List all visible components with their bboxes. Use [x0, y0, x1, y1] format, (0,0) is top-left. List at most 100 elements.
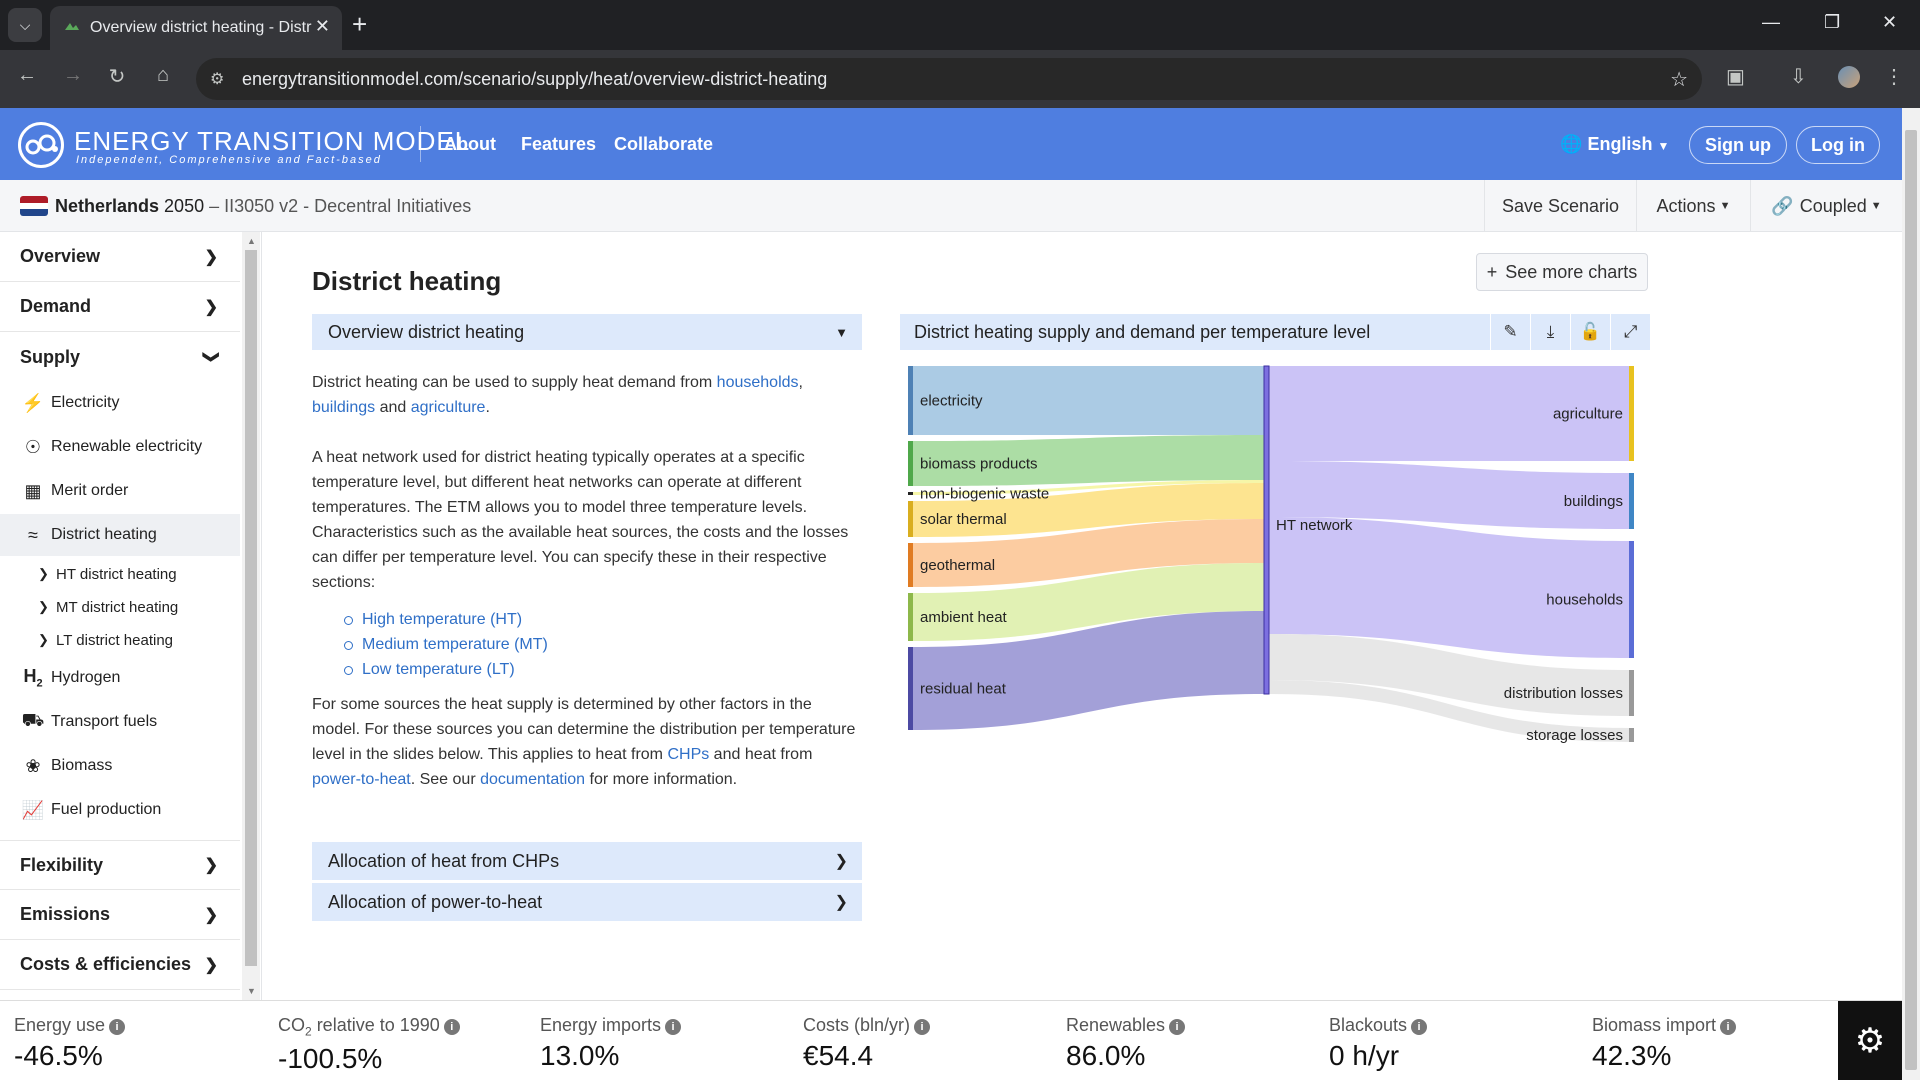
- sankey-node-geothermal: [908, 543, 913, 587]
- signup-button[interactable]: Sign up: [1689, 126, 1787, 164]
- forward-icon[interactable]: →: [63, 64, 83, 86]
- home-icon[interactable]: ⌂: [156, 64, 170, 86]
- sidebar-item-fuel-production[interactable]: 📈 Fuel production: [0, 789, 240, 831]
- sidebar-item-merit-order[interactable]: ▦ Merit order: [0, 470, 240, 512]
- logo-subtitle: Independent, Comprehensive and Fact-base…: [76, 154, 382, 166]
- kpi-label: Costs (bln/yr) i: [803, 1015, 931, 1036]
- sidebar-item-supply[interactable]: Supply ❯: [0, 332, 240, 382]
- download-icon[interactable]: ⇩: [1790, 66, 1807, 88]
- bookmark-star-icon[interactable]: ☆: [1670, 69, 1688, 91]
- sankey-label: residual heat: [920, 681, 1007, 698]
- address-bar[interactable]: ⚙ energytransitionmodel.com/scenario/sup…: [196, 58, 1702, 100]
- tab-close-icon[interactable]: ✕: [314, 16, 330, 36]
- site-info-icon[interactable]: ⚙: [210, 71, 225, 88]
- accordion-power-to-heat-allocation[interactable]: Allocation of power-to-heat ❯: [312, 883, 862, 921]
- unlock-icon[interactable]: 🔓: [1570, 314, 1610, 350]
- reload-icon[interactable]: ↻: [108, 66, 126, 88]
- link-chps[interactable]: CHPs: [667, 746, 710, 763]
- link-agriculture[interactable]: agriculture: [410, 399, 486, 416]
- extensions-icon[interactable]: ▣: [1726, 66, 1745, 88]
- kpi-0[interactable]: Energy use i -46.5%: [14, 1015, 126, 1072]
- sidebar-item-flexibility[interactable]: Flexibility ❯: [0, 840, 240, 890]
- link-documentation[interactable]: documentation: [480, 771, 586, 788]
- language-selector[interactable]: 🌐 English ▼: [1560, 134, 1669, 155]
- save-scenario-button[interactable]: Save Scenario: [1484, 180, 1636, 232]
- kpi-6[interactable]: Biomass import i 42.3%: [1592, 1015, 1737, 1072]
- logo-title[interactable]: ENERGY TRANSITION MODEL: [74, 126, 471, 156]
- menu-kebab-icon[interactable]: ⋮: [1884, 66, 1904, 88]
- sidebar-item-electricity[interactable]: ⚡ Electricity: [0, 382, 240, 424]
- kpi-3[interactable]: Costs (bln/yr) i €54.4: [803, 1015, 931, 1072]
- kpi-2[interactable]: Energy imports i 13.0%: [540, 1015, 682, 1072]
- main-content: District heating + See more charts Overv…: [262, 232, 1902, 1000]
- sidebar-item-biomass[interactable]: ❀ Biomass: [0, 745, 240, 787]
- login-button[interactable]: Log in: [1796, 126, 1880, 164]
- url-text[interactable]: energytransitionmodel.com/scenario/suppl…: [242, 69, 828, 89]
- nav-features[interactable]: Features: [521, 134, 597, 154]
- sidebar-item-renewable-electricity[interactable]: ☉ Renewable electricity: [0, 426, 240, 468]
- info-icon[interactable]: i: [665, 1019, 682, 1035]
- page-scrollbar-thumb[interactable]: [1905, 130, 1917, 1070]
- new-tab-icon[interactable]: +: [352, 9, 368, 39]
- sidebar-scrollbar[interactable]: ▲ ▼: [242, 232, 260, 1000]
- kpi-5[interactable]: Blackouts i 0 h/yr: [1329, 1015, 1428, 1072]
- link-buildings[interactable]: buildings: [312, 399, 376, 416]
- restore-icon[interactable]: ❐: [1824, 12, 1841, 32]
- sidebar-item-lt-district-heating[interactable]: ❯ LT district heating: [0, 624, 240, 656]
- kpi-4[interactable]: Renewables i 86.0%: [1066, 1015, 1186, 1072]
- scroll-down-icon[interactable]: ▼: [247, 986, 256, 996]
- info-icon[interactable]: i: [1169, 1019, 1186, 1035]
- text: . See our: [410, 771, 481, 788]
- sidebar-item-mt-district-heating[interactable]: ❯ MT district heating: [0, 591, 240, 623]
- sidebar-item-hydrogen[interactable]: H2 Hydrogen: [0, 657, 240, 699]
- window-close-icon[interactable]: ✕: [1882, 12, 1898, 32]
- kpi-value: 13.0%: [540, 1040, 620, 1071]
- settings-gear-icon[interactable]: ⚙: [1838, 1001, 1902, 1080]
- page-scrollbar[interactable]: [1902, 108, 1920, 1080]
- sidebar-item-transport-fuels[interactable]: ⛟ Transport fuels: [0, 701, 240, 743]
- sidebar-scrollbar-thumb[interactable]: [245, 250, 257, 966]
- nav-collaborate[interactable]: Collaborate: [614, 134, 714, 154]
- sidebar-item-overview[interactable]: Overview ❯: [0, 232, 240, 282]
- link-medium-temperature[interactable]: Medium temperature (MT): [362, 636, 548, 653]
- sankey-link-ambient-heat: [913, 563, 1264, 641]
- sankey-label: distribution losses: [1504, 685, 1623, 702]
- expand-icon[interactable]: ⤢: [1610, 314, 1650, 350]
- sidebar-item-emissions[interactable]: Emissions ❯: [0, 890, 240, 940]
- info-icon[interactable]: i: [443, 1019, 460, 1035]
- scroll-up-icon[interactable]: ▲: [247, 236, 256, 246]
- list-item: Medium temperature (MT): [344, 632, 862, 657]
- text: For some sources the heat supply is dete…: [312, 696, 856, 763]
- back-icon[interactable]: ←: [17, 64, 37, 86]
- scenario-country: Netherlands: [55, 196, 160, 216]
- link-low-temperature[interactable]: Low temperature (LT): [362, 661, 515, 678]
- actions-button[interactable]: Actions ▼: [1636, 180, 1750, 232]
- minimize-icon[interactable]: —: [1762, 12, 1780, 32]
- sidebar-item-ht-district-heating[interactable]: ❯ HT district heating: [0, 558, 240, 590]
- info-icon[interactable]: i: [1411, 1019, 1428, 1035]
- sidebar-item-costs[interactable]: Costs & efficiencies ❯: [0, 940, 240, 990]
- link-households[interactable]: households: [716, 374, 799, 391]
- sidebar-item-district-heating[interactable]: ≈ District heating: [0, 514, 240, 556]
- nav-about[interactable]: About: [444, 134, 496, 154]
- download-icon[interactable]: ⤓: [1530, 314, 1570, 350]
- kpi-1[interactable]: CO2 relative to 1990 i -100.5%: [278, 1015, 460, 1075]
- info-icon[interactable]: i: [1720, 1019, 1737, 1035]
- sidebar-item-demand[interactable]: Demand ❯: [0, 282, 240, 332]
- tab-title: Overview district heating - Distr: [90, 19, 312, 36]
- intro-paragraph: District heating can be used to supply h…: [312, 370, 862, 420]
- profile-avatar[interactable]: [1838, 66, 1860, 88]
- coupled-button[interactable]: 🔗 Coupled ▼: [1750, 180, 1902, 232]
- accordion-chp-allocation[interactable]: Allocation of heat from CHPs ❯: [312, 842, 862, 880]
- info-icon[interactable]: i: [914, 1019, 931, 1035]
- link-power-to-heat[interactable]: power-to-heat: [312, 771, 411, 788]
- tab-search-chevron-icon[interactable]: ⌵: [8, 8, 42, 42]
- info-icon[interactable]: i: [109, 1019, 126, 1035]
- browser-tab[interactable]: Overview district heating - Distr ✕: [50, 6, 342, 50]
- pencil-icon[interactable]: ✎: [1490, 314, 1530, 350]
- coupled-label: Coupled: [1799, 195, 1867, 216]
- see-more-charts-button[interactable]: + See more charts: [1476, 253, 1648, 291]
- etm-logo-icon[interactable]: [18, 122, 64, 168]
- link-high-temperature[interactable]: High temperature (HT): [362, 611, 523, 628]
- section-dropdown[interactable]: Overview district heating ▼: [312, 314, 862, 350]
